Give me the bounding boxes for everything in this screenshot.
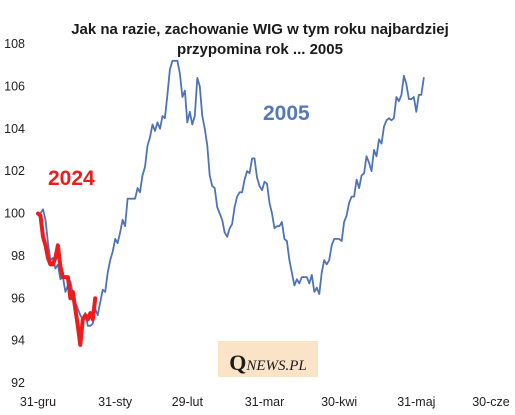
watermark-logo: QNEWS.PL	[218, 341, 318, 377]
y-tick-label: 100	[4, 207, 25, 221]
watermark-letter: Q	[229, 350, 246, 375]
y-tick-label: 106	[4, 79, 25, 93]
y-tick-label: 98	[11, 249, 25, 263]
series-line-2005	[37, 60, 425, 327]
series-line-2024	[36, 211, 98, 347]
y-tick-label: 108	[4, 37, 25, 51]
y-tick-label: 102	[4, 164, 25, 178]
x-axis: 31-gru 31-sty 29-lut 31-mar 30-kwi 31-maj 30-c…	[20, 395, 510, 409]
annotation-2024: 2024	[48, 167, 95, 190]
y-tick-label: 94	[11, 334, 25, 348]
x-tick-label: 31-gru	[20, 395, 56, 409]
annotation-2005: 2005	[263, 102, 310, 125]
y-tick-label: 96	[11, 291, 25, 305]
y-tick-label: 92	[11, 376, 25, 390]
watermark-background	[218, 341, 318, 377]
x-tick-label: 31-maj	[397, 395, 435, 409]
x-tick-label: 30-kwi	[321, 395, 357, 409]
series-layer	[36, 60, 425, 347]
watermark-word: NEWS.PL	[245, 358, 306, 374]
x-tick-label: 31-mar	[245, 395, 285, 409]
x-tick-label: 30-cze	[472, 395, 510, 409]
chart-title-line-2: przypomina rok ... 2005	[177, 41, 343, 58]
y-axis: 92 94 96 98 100 102 104 106 108	[4, 37, 25, 390]
x-tick-label: 29-lut	[172, 395, 204, 409]
y-tick-label: 104	[4, 122, 25, 136]
watermark-text: QNEWS.PL	[229, 350, 307, 375]
chart-title-line-1: Jak na razie, zachowanie WIG w tym roku …	[71, 21, 449, 38]
x-tick-label: 31-sty	[98, 395, 133, 409]
